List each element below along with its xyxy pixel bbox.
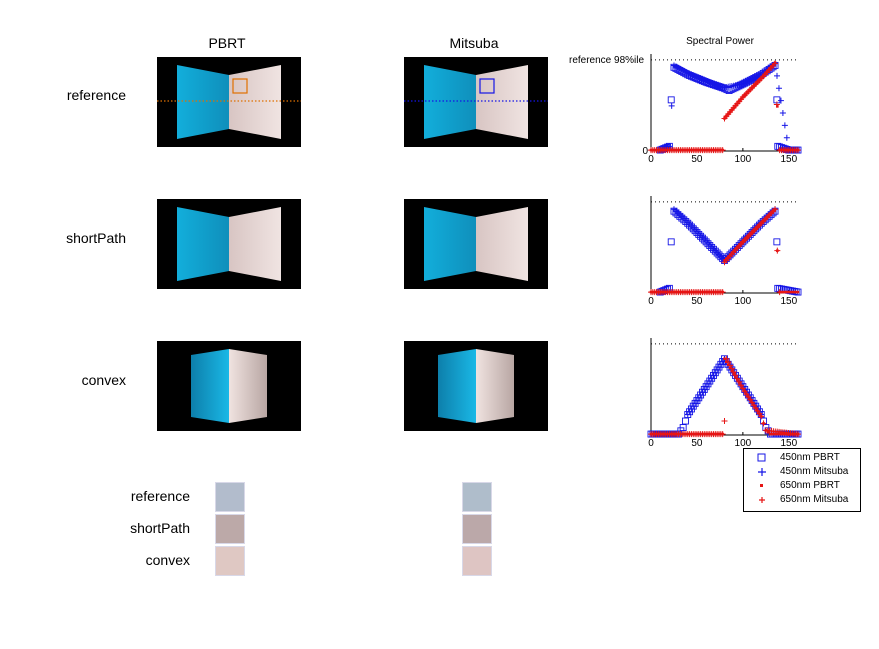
legend-marker-650-pbrt xyxy=(760,484,763,487)
point-650nm-pbrt xyxy=(789,290,792,294)
point-650nm-mitsuba xyxy=(719,289,726,296)
x-tick-label: 50 xyxy=(691,154,703,165)
render-pbrt-convex xyxy=(157,341,301,431)
point-650nm-pbrt xyxy=(769,432,772,436)
point-450nm-mitsuba xyxy=(783,134,790,141)
point-650nm-mitsuba xyxy=(773,101,780,108)
x-tick-label: 100 xyxy=(735,154,752,165)
plot-title: Spectral Power xyxy=(686,36,754,47)
point-650nm-pbrt xyxy=(796,290,800,294)
point-650nm-pbrt xyxy=(770,432,774,436)
point-650nm-pbrt xyxy=(774,432,778,436)
point-650nm-pbrt xyxy=(785,290,789,294)
point-650nm-pbrt xyxy=(778,432,781,436)
point-650nm-pbrt xyxy=(782,290,785,294)
render-pbrt-reference xyxy=(157,57,301,147)
swatch-label-shortpath: shortPath xyxy=(130,520,190,536)
column-title-mitsuba: Mitsuba xyxy=(449,35,499,51)
x-tick-label: 100 xyxy=(735,296,752,307)
point-650nm-mitsuba xyxy=(772,60,779,67)
row-label-shortpath: shortPath xyxy=(66,230,126,246)
point-450nm-mitsuba xyxy=(668,102,675,109)
point-650nm-mitsuba xyxy=(728,365,735,372)
legend-label-650-pbrt: 650nm PBRT xyxy=(780,480,840,491)
point-650nm-mitsuba xyxy=(772,206,779,213)
point-650nm-mitsuba xyxy=(734,375,741,382)
x-tick-label: 150 xyxy=(780,296,797,307)
swatch-label-convex: convex xyxy=(145,552,190,568)
point-450nm-pbrt xyxy=(773,238,781,246)
swatch-mitsuba-convex xyxy=(462,546,492,576)
point-650nm-mitsuba xyxy=(719,431,726,438)
spectral-plot-reference: 0 50 100 150 0 xyxy=(642,54,802,165)
spectral-plot-convex: 0 50 100 150 xyxy=(647,338,802,449)
point-450nm-pbrt xyxy=(679,424,687,432)
spectral-plot-shortpath: 0 50 100 150 xyxy=(648,196,802,307)
swatch-label-reference: reference xyxy=(130,488,190,504)
point-450nm-pbrt xyxy=(667,238,675,246)
point-650nm-mitsuba xyxy=(795,431,801,438)
x-tick-label: 150 xyxy=(780,438,797,449)
x-tick-label: 0 xyxy=(648,296,654,307)
point-650nm-pbrt xyxy=(776,432,780,436)
swatch-mitsuba-shortpath xyxy=(462,514,492,544)
point-650nm-mitsuba xyxy=(736,378,743,385)
swatch-pbrt-shortpath xyxy=(215,514,245,544)
x-tick-label: 100 xyxy=(735,438,752,449)
point-650nm-mitsuba xyxy=(738,382,745,389)
legend-marker-450-mitsuba xyxy=(758,468,766,476)
x-tick-label: 50 xyxy=(691,296,703,307)
swatch-pbrt-convex xyxy=(215,546,245,576)
x-tick-label: 0 xyxy=(648,438,654,449)
legend-marker-450-pbrt xyxy=(757,453,766,462)
legend-label-450-pbrt: 450nm PBRT xyxy=(780,452,840,463)
point-450nm-mitsuba xyxy=(774,72,780,79)
point-650nm-pbrt xyxy=(783,290,787,294)
point-450nm-pbrt xyxy=(667,96,675,104)
point-450nm-mitsuba xyxy=(777,97,784,104)
point-650nm-pbrt xyxy=(772,432,776,436)
point-650nm-mitsuba xyxy=(795,147,801,154)
point-650nm-pbrt xyxy=(791,290,794,294)
render-mitsuba-convex xyxy=(404,341,548,431)
point-650nm-mitsuba xyxy=(725,359,732,366)
x-tick-label: 0 xyxy=(648,154,654,165)
point-650nm-pbrt xyxy=(793,290,796,294)
swatch-mitsuba-reference xyxy=(462,482,492,512)
row-label-convex: convex xyxy=(81,372,126,388)
point-450nm-mitsuba xyxy=(779,110,786,117)
point-650nm-mitsuba xyxy=(719,147,726,154)
legend-marker-650-mitsuba xyxy=(759,497,765,503)
x-tick-label: 50 xyxy=(691,438,703,449)
point-650nm-mitsuba xyxy=(723,355,730,362)
chart-legend: 450nm PBRT 450nm Mitsuba 650nm PBRT 650n… xyxy=(743,448,861,512)
point-450nm-pbrt xyxy=(682,417,689,425)
swatch-pbrt-reference xyxy=(215,482,245,512)
column-title-pbrt: PBRT xyxy=(208,35,246,51)
point-650nm-mitsuba xyxy=(760,420,767,427)
point-650nm-pbrt xyxy=(794,290,798,294)
y-tick-label: 0 xyxy=(642,146,648,157)
point-450nm-pbrt xyxy=(774,142,782,150)
point-650nm-mitsuba xyxy=(730,368,737,375)
point-450nm-mitsuba xyxy=(781,122,788,129)
reference-percentile-label: reference 98%ile xyxy=(569,55,645,66)
render-mitsuba-shortpath xyxy=(404,199,548,289)
render-pbrt-shortpath xyxy=(157,199,301,289)
row-label-reference: reference xyxy=(66,87,126,103)
point-650nm-mitsuba xyxy=(727,362,734,369)
legend-label-450-mitsuba: 450nm Mitsuba xyxy=(780,466,849,477)
legend-label-650-mitsuba: 650nm Mitsuba xyxy=(780,494,849,505)
point-650nm-mitsuba xyxy=(721,418,728,425)
point-650nm-mitsuba xyxy=(732,372,739,379)
point-650nm-mitsuba xyxy=(774,247,781,254)
point-650nm-pbrt xyxy=(787,290,791,294)
point-650nm-mitsuba xyxy=(758,413,765,420)
point-450nm-mitsuba xyxy=(775,85,782,92)
point-650nm-mitsuba xyxy=(776,289,783,296)
render-mitsuba-reference xyxy=(404,57,548,147)
x-tick-label: 150 xyxy=(780,154,797,165)
